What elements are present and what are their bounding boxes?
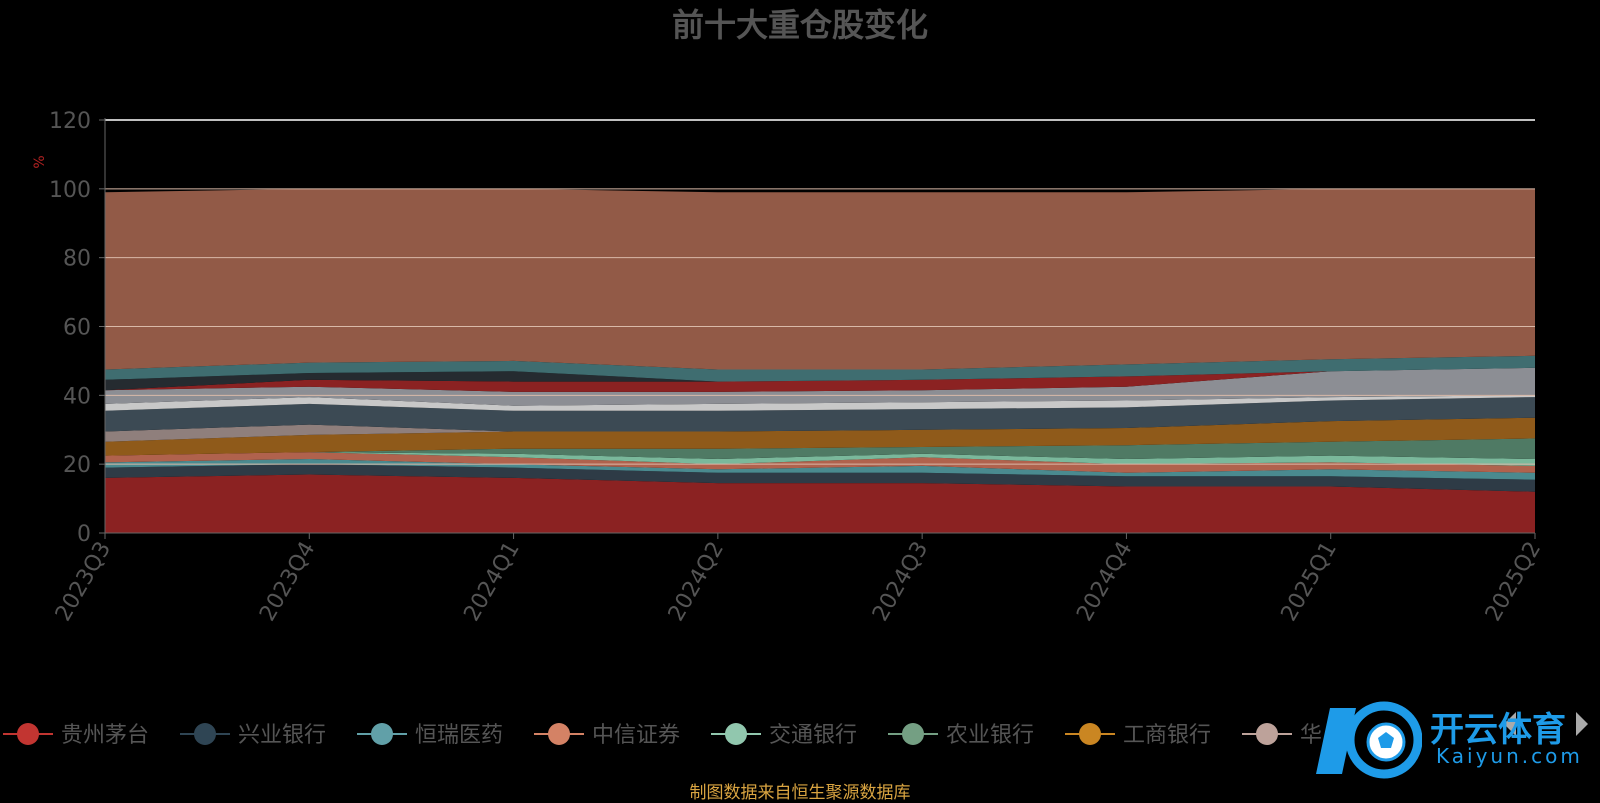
area-series-3 [105, 452, 1535, 473]
legend[interactable]: 贵州茅台 兴业银行 恒瑞医药 中信证券 交通银行 农业银行 工商银行 华 [3, 723, 1322, 748]
area-series-0 [105, 474, 1535, 533]
legend-item[interactable]: 工商银行 [1065, 723, 1211, 748]
y-axis-label: % [32, 155, 48, 168]
logo-text: 开云体育 [1430, 710, 1566, 750]
legend-label: 交通银行 [769, 723, 857, 748]
legend-marker-icon [1256, 723, 1278, 745]
x-tick-label: 2024Q1 [459, 538, 524, 626]
area-series-11 [105, 367, 1535, 392]
legend-label: 中信证券 [592, 723, 680, 748]
legend-label: 农业银行 [946, 723, 1034, 748]
legend-item[interactable]: 兴业银行 [180, 723, 326, 748]
x-tick-label: 2024Q3 [868, 538, 933, 626]
legend-item[interactable]: 恒瑞医药 [357, 723, 503, 748]
legend-label: 华 [1300, 723, 1322, 748]
y-tick-label: 80 [63, 247, 91, 272]
x-tick-label: 2024Q2 [664, 538, 729, 626]
legend-next-icon[interactable] [1576, 712, 1588, 736]
chart-title: 前十大重仓股变化 [672, 6, 928, 44]
area-series-13 [105, 355, 1535, 382]
y-tick-label: 60 [63, 316, 91, 341]
legend-marker-icon [1079, 723, 1101, 745]
area-series-10 [105, 367, 1535, 406]
legend-marker-icon [902, 723, 924, 745]
legend-marker-icon [725, 723, 747, 745]
footer-source: 制图数据来自恒生聚源数据库 [689, 783, 911, 803]
legend-item[interactable]: 交通银行 [711, 723, 857, 748]
legend-label: 贵州茅台 [61, 723, 149, 748]
legend-label: 恒瑞医药 [415, 723, 503, 748]
legend-label: 兴业银行 [238, 723, 326, 748]
legend-item[interactable]: 农业银行 [888, 723, 1034, 748]
legend-item[interactable]: 华 [1242, 723, 1322, 748]
logo-ball-icon [1316, 701, 1423, 779]
area-series-1 [105, 464, 1535, 492]
y-tick-label: 40 [63, 384, 91, 409]
logo-subtext: Kaiyun.com [1436, 744, 1583, 768]
x-tick-label: 2025Q1 [1277, 538, 1342, 626]
x-tick-label: 2023Q4 [255, 538, 320, 626]
legend-marker-icon [17, 723, 39, 745]
legend-prev-icon[interactable] [1504, 712, 1516, 736]
y-tick-label: 20 [63, 453, 91, 478]
x-tick-label: 2024Q4 [1072, 538, 1137, 626]
area-series-12 [105, 367, 1535, 391]
area-series-4 [105, 452, 1535, 466]
area-series-9 [105, 395, 1535, 411]
area-series-6 [105, 417, 1535, 456]
area-series-8 [105, 397, 1535, 432]
legend-marker-icon [194, 723, 216, 745]
y-tick-label: 0 [77, 522, 91, 547]
legend-label: 工商银行 [1123, 723, 1211, 748]
legend-nav[interactable] [1504, 712, 1588, 736]
series-areas [105, 188, 1535, 533]
area-series-7 [105, 417, 1535, 442]
x-tick-label: 2025Q2 [1481, 538, 1546, 626]
legend-marker-icon [371, 723, 393, 745]
area-series-14 [105, 188, 1535, 370]
area-series-5 [105, 438, 1535, 459]
grid-lines [105, 119, 1535, 465]
legend-item[interactable]: 贵州茅台 [3, 723, 149, 748]
legend-item[interactable]: 中信证券 [534, 723, 680, 748]
y-tick-label: 120 [49, 109, 91, 134]
legend-marker-icon [548, 723, 570, 745]
brand-logo: 开云体育 Kaiyun.com [1312, 698, 1600, 784]
y-tick-label: 100 [49, 178, 91, 203]
x-tick-label: 2023Q3 [51, 538, 116, 626]
